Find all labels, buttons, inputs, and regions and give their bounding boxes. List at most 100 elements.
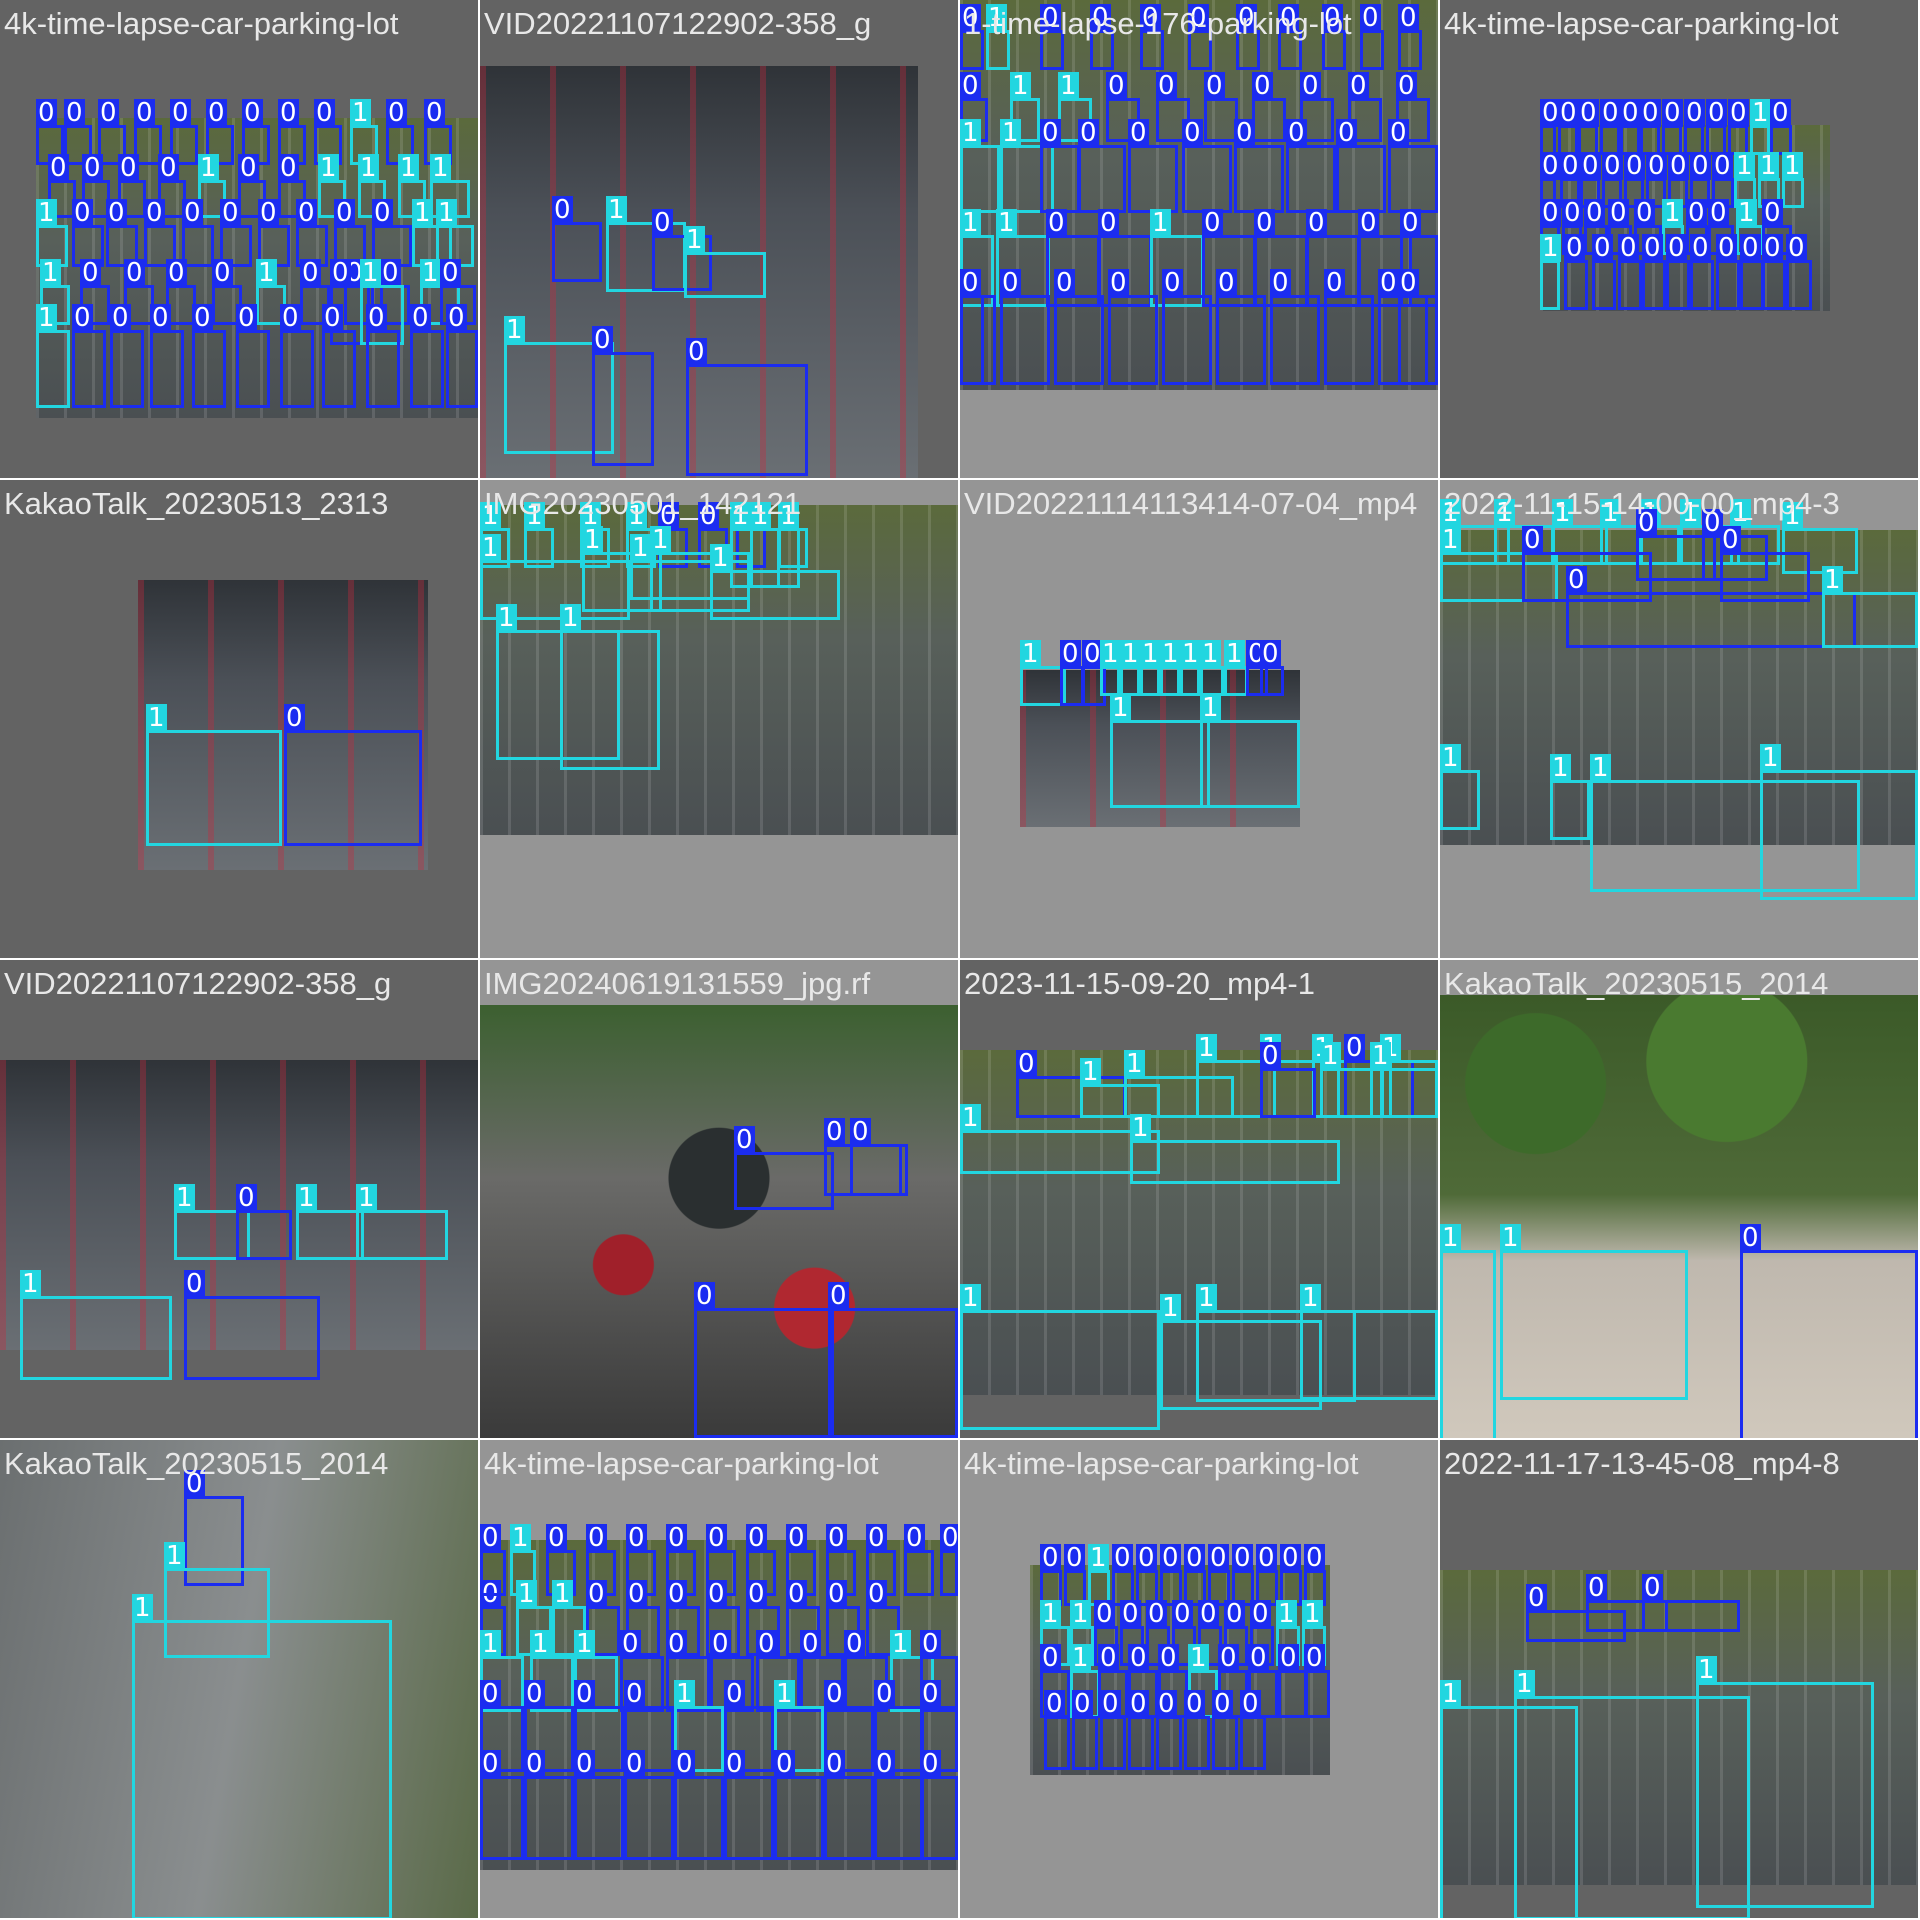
detection-class-label: 0 (1642, 1573, 1663, 1603)
detection-class-label: 0 (192, 303, 213, 333)
detection-class-label: 1 (630, 533, 651, 563)
detection-box-class-0 (710, 1656, 754, 1712)
detection-box-class-1 (1440, 770, 1480, 830)
detection-class-label: 1 (36, 303, 57, 333)
detection-class-label: 0 (1586, 1573, 1607, 1603)
detection-box-class-0 (960, 295, 984, 385)
detection-class-label: 0 (1108, 268, 1129, 298)
detection-class-label: 1 (1514, 1669, 1535, 1699)
detection-class-label: 0 (1360, 3, 1381, 33)
detection-class-label: 0 (1684, 98, 1705, 128)
detection-box-class-0 (1128, 145, 1178, 213)
mosaic-tile: 1 0 0 1 1 1 1 1 1 1 0 0 1 1 VID20221114113414-07-04_mp… (960, 480, 1438, 958)
detection-box-class-0 (1212, 1716, 1238, 1770)
detection-class-label: 0 (1208, 1543, 1229, 1573)
detection-box-class-0 (184, 1296, 320, 1380)
tile-filename: IMG20230501_142121 (484, 486, 802, 521)
detection-box-class-1 (132, 1620, 392, 1918)
detection-class-label: 1 (1550, 753, 1571, 783)
detection-class-label: 0 (1156, 71, 1177, 101)
detection-class-label: 0 (1232, 1543, 1253, 1573)
detection-box-class-1 (1160, 1320, 1322, 1410)
detection-box-class-0 (1636, 535, 1716, 581)
mosaic-tile: 1 0 1 1 1 0 VID20221107122902-358_g (0, 960, 478, 1438)
detection-class-label: 1 (1758, 151, 1779, 181)
detection-class-label: 1 (960, 118, 981, 148)
detection-class-label: 0 (1762, 198, 1783, 228)
detection-box-class-0 (1216, 295, 1266, 385)
detection-class-label: 0 (440, 258, 461, 288)
detection-box-class-0 (192, 330, 226, 408)
detection-class-label: 0 (666, 1523, 687, 1553)
detection-class-label: 1 (1080, 1057, 1101, 1087)
detection-box-class-1 (1200, 720, 1300, 808)
detection-class-label: 0 (710, 1629, 731, 1659)
detection-class-label: 1 (1070, 1599, 1091, 1629)
detection-box-class-1 (146, 730, 282, 846)
detection-class-label: 0 (524, 1679, 545, 1709)
detection-class-label: 1 (960, 208, 981, 238)
detection-box-class-0 (1156, 1716, 1182, 1770)
detection-class-label: 0 (72, 198, 93, 228)
detection-box-class-0 (734, 1152, 834, 1210)
detection-box-class-0 (1566, 592, 1856, 648)
detection-class-label: 1 (778, 501, 799, 531)
detection-box-class-1 (1760, 770, 1918, 900)
detection-class-label: 0 (1690, 233, 1711, 263)
detection-class-label: 0 (666, 1629, 687, 1659)
detection-box-class-0 (828, 1308, 958, 1438)
detection-box-class-1 (164, 1568, 270, 1658)
detection-class-label: 0 (574, 1749, 595, 1779)
detection-class-label: 0 (1608, 198, 1629, 228)
detection-class-label: 1 (1150, 208, 1171, 238)
detection-box-class-0 (1740, 260, 1764, 310)
detection-box-class-1 (1130, 1140, 1340, 1184)
detection-class-label: 0 (480, 1749, 501, 1779)
detection-class-label: 1 (1000, 118, 1021, 148)
detection-class-label: 0 (242, 98, 263, 128)
tile-filename: KakaoTalk_20230515_2014 (4, 1446, 389, 1481)
detection-class-label: 1 (420, 258, 441, 288)
detection-box-class-1 (1500, 1250, 1688, 1400)
detection-class-label: 0 (284, 703, 305, 733)
detection-class-label: 0 (238, 153, 259, 183)
detection-class-label: 0 (182, 198, 203, 228)
detection-class-label: 0 (1304, 1543, 1325, 1573)
detection-box-class-0 (1398, 295, 1438, 385)
detection-box-class-1 (1224, 666, 1248, 696)
tile-photo (1020, 670, 1300, 827)
detection-class-label: 0 (1000, 268, 1021, 298)
detection-class-label: 0 (72, 303, 93, 333)
detection-class-label: 0 (1396, 71, 1417, 101)
detection-box-class-1 (1100, 666, 1120, 696)
detection-class-label: 0 (1040, 118, 1061, 148)
detection-class-label: 1 (1750, 98, 1771, 128)
detection-class-label: 1 (710, 543, 731, 573)
detection-class-label: 0 (1378, 268, 1399, 298)
detection-class-label: 0 (874, 1679, 895, 1709)
detection-class-label: 0 (278, 98, 299, 128)
tile-filename: 1-time-lapse-176-parking-lot (964, 6, 1352, 41)
detection-class-label: 1 (198, 153, 219, 183)
detection-box-class-0 (904, 1550, 934, 1596)
detection-class-label: 0 (666, 1579, 687, 1609)
detection-class-label: 0 (624, 1749, 645, 1779)
detection-box-class-1 (960, 1310, 1160, 1430)
detection-box-class-0 (874, 1776, 924, 1860)
detection-class-label: 1 (606, 195, 627, 225)
tile-photo (960, 1050, 1438, 1395)
detection-class-label: 0 (1662, 98, 1683, 128)
detection-box-class-0 (1240, 1716, 1266, 1770)
detection-class-label: 0 (1560, 151, 1581, 181)
detection-class-label: 0 (124, 258, 145, 288)
detection-class-label: 0 (786, 1523, 807, 1553)
detection-class-label: 0 (1740, 1223, 1761, 1253)
detection-class-label: 0 (1202, 208, 1223, 238)
tile-filename: 4k-time-lapse-car-parking-lot (964, 1446, 1359, 1481)
detection-box-class-0 (1100, 1716, 1126, 1770)
detection-class-label: 0 (1400, 208, 1421, 238)
detection-class-label: 1 (1302, 1599, 1323, 1629)
detection-class-label: 1 (1540, 233, 1561, 263)
detection-class-label: 0 (1172, 1599, 1193, 1629)
